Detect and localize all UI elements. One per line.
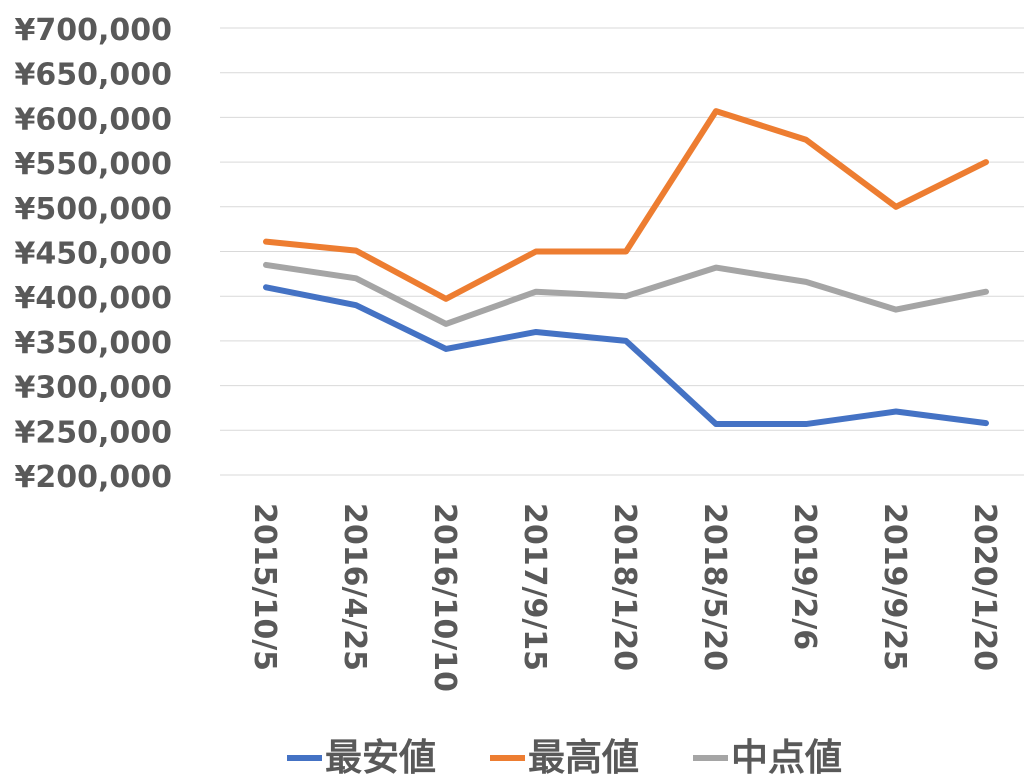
- x-tick-label: 2018/1/20: [607, 503, 642, 671]
- series-line-2: [263, 108, 989, 302]
- x-tick-label: 2018/5/20: [697, 503, 732, 671]
- y-tick-label: ¥500,000: [14, 192, 172, 227]
- x-axis-tick-labels: 2015/10/5 2016/4/25 2016/10/10 2017/9/15 201…: [247, 503, 1002, 692]
- legend-label: 最安値: [325, 736, 436, 776]
- series-lines: [263, 108, 989, 428]
- y-tick-label: ¥600,000: [14, 102, 172, 137]
- y-tick-label: ¥250,000: [14, 415, 172, 450]
- y-tick-label: ¥450,000: [14, 237, 172, 272]
- x-tick-label: 2015/10/5: [247, 503, 282, 671]
- x-tick-label: 2019/9/25: [877, 503, 912, 671]
- x-tick-label: 2016/10/10: [427, 503, 462, 692]
- y-tick-label: ¥700,000: [14, 13, 172, 48]
- legend-label: 中点値: [731, 736, 842, 776]
- y-tick-label: ¥650,000: [14, 58, 172, 93]
- x-tick-label: 2019/2/6: [787, 503, 822, 650]
- x-tick-label: 2016/4/25: [337, 503, 372, 671]
- x-tick-label: 2020/1/20: [967, 503, 1002, 671]
- y-tick-label: ¥550,000: [14, 147, 172, 182]
- x-tick-label: 2017/9/15: [517, 503, 552, 671]
- legend: 最安値 最高値 中点値: [287, 736, 842, 776]
- y-tick-label: ¥350,000: [14, 326, 172, 361]
- legend-label: 最高値: [528, 736, 639, 776]
- y-tick-label: ¥300,000: [14, 371, 172, 406]
- y-axis-tick-labels: ¥700,000 ¥650,000 ¥600,000 ¥550,000 ¥500,000…: [14, 13, 172, 495]
- series-line-1: [263, 284, 989, 428]
- y-tick-label: ¥400,000: [14, 281, 172, 316]
- series-line-3: [263, 261, 989, 327]
- y-tick-label: ¥200,000: [14, 460, 172, 495]
